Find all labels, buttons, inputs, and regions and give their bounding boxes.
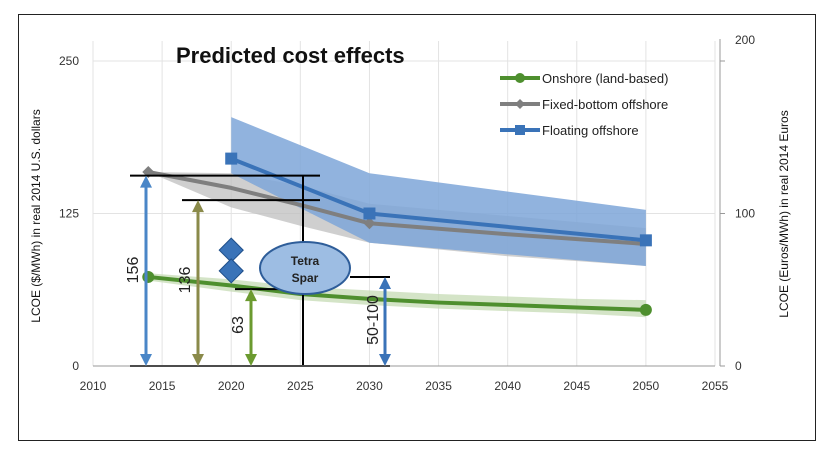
x-tick-label: 2010 — [80, 379, 107, 393]
y2-axis-title: LCOE (Euros/MWh) in real 2014 Euros — [777, 110, 791, 317]
arrow-63-head-top — [245, 289, 257, 302]
arrow-156-head-top — [140, 175, 152, 188]
y2-tick-label: 0 — [735, 359, 742, 373]
y-tick-label: 125 — [59, 207, 79, 221]
arrow-50-100-head-top — [379, 276, 391, 289]
data-point — [363, 217, 376, 230]
label-136: 136 — [177, 267, 194, 294]
y-tick-label: 0 — [72, 359, 79, 373]
x-tick-label: 2055 — [702, 379, 729, 393]
band-onshore-land-based- — [148, 273, 646, 318]
x-tick-label: 2050 — [633, 379, 660, 393]
arrow-63-head-bottom — [245, 354, 257, 366]
legend: Onshore (land-based) Fixed-bottom offshor… — [500, 71, 668, 138]
x-tick-label: 2020 — [218, 379, 245, 393]
legend-label: Fixed-bottom offshore — [542, 97, 668, 112]
label-63: 63 — [230, 316, 247, 334]
series-line — [147, 170, 647, 246]
annotation-layer: 156 136 63 50-100 Tetra Spar — [125, 174, 391, 367]
legend-marker — [515, 125, 525, 135]
arrow-50-100-head-bottom — [379, 354, 391, 366]
tetraspar-label-1: Tetra — [291, 254, 320, 268]
tetraspar-bubble — [259, 241, 351, 295]
series-line — [148, 274, 646, 312]
tetraspar-label-2: Spar — [292, 271, 319, 285]
chart-title: Predicted cost effects — [176, 43, 405, 68]
legend-marker — [515, 73, 525, 83]
y2-tick-label: 200 — [735, 33, 755, 47]
arrow-156-head-bottom — [140, 354, 152, 366]
data-point — [225, 152, 238, 165]
arrow-136-head-top — [192, 200, 204, 213]
tetraspar-point — [218, 258, 244, 284]
legend-label: Onshore (land-based) — [542, 71, 668, 86]
label-156: 156 — [125, 257, 142, 284]
axes: 0 125 250 0 100 200 2010 2015 2020 2025 2030 2035 20… — [59, 33, 755, 393]
data-point — [363, 207, 376, 220]
y2-tick-label: 100 — [735, 207, 755, 221]
x-tick-label: 2025 — [287, 379, 314, 393]
x-tick-label: 2030 — [356, 379, 383, 393]
series-lines — [142, 152, 652, 316]
y-tick-label: 250 — [59, 54, 79, 68]
x-tick-label: 2015 — [149, 379, 176, 393]
label-50-100: 50-100 — [365, 295, 382, 345]
legend-label: Floating offshore — [542, 123, 639, 138]
data-point — [639, 234, 652, 247]
y-axis-title: LCOE ($/MWh) in real 2014 U.S. dollars — [29, 109, 43, 322]
x-tick-label: 2040 — [494, 379, 521, 393]
data-point — [639, 303, 652, 316]
x-tick-label: 2045 — [563, 379, 590, 393]
data-point — [142, 270, 155, 283]
grid-lines — [92, 41, 716, 367]
legend-marker — [515, 99, 525, 109]
x-tick-label: 2035 — [425, 379, 452, 393]
arrow-136-head-bottom — [192, 354, 204, 366]
